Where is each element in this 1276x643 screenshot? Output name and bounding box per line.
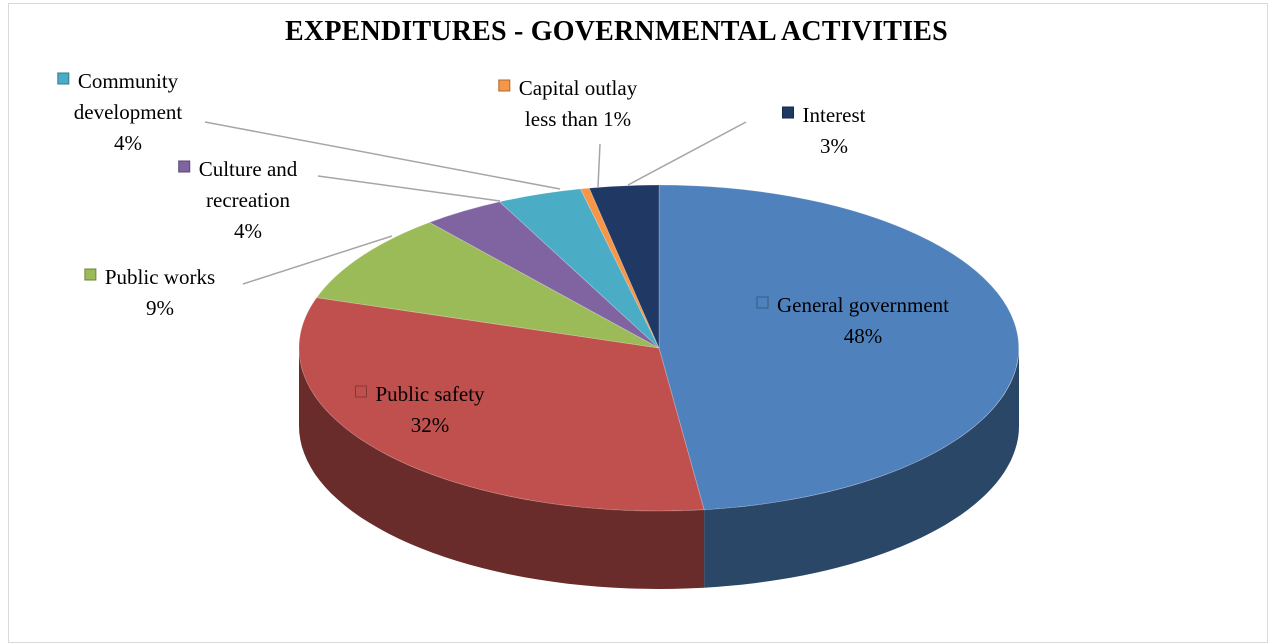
depth-general-government	[704, 348, 1019, 588]
label-public-works: Public works 9%	[84, 265, 215, 320]
label-public-safety: Public safety 32%	[354, 382, 485, 437]
leader-line-community-development	[204, 121, 561, 190]
legend-key-public-safety	[354, 385, 367, 398]
label-percent: 4%	[234, 219, 262, 243]
label-percent: 4%	[114, 131, 142, 155]
label-culture-and-recreation: Culture and recreation 4%	[178, 157, 298, 243]
label-text: less than 1%	[525, 107, 631, 131]
slice-public-works	[315, 221, 660, 349]
label-percent: 32%	[411, 413, 450, 437]
label-text: development	[74, 100, 183, 124]
label-text: Public safety	[375, 382, 485, 406]
label-percent: 3%	[820, 134, 848, 158]
label-text: Interest	[803, 103, 866, 127]
legend-key-interest	[782, 106, 795, 119]
pie-top	[298, 184, 1020, 512]
chart-title: EXPENDITURES - GOVERNMENTAL ACTIVITIES	[285, 16, 948, 47]
leader-line-culture-and-recreation	[317, 175, 501, 202]
depth-public-safety	[299, 348, 705, 589]
label-percent: 9%	[146, 296, 174, 320]
label-text: Culture and	[199, 157, 298, 181]
label-general-government: General government 48%	[756, 293, 949, 348]
slice-public-safety	[298, 297, 705, 512]
legend-key-public-works	[84, 268, 97, 281]
label-text: General government	[777, 293, 949, 317]
slice-general-government	[658, 184, 1020, 511]
label-percent: 48%	[844, 324, 883, 348]
label-text: Capital outlay	[519, 76, 638, 100]
pie-depth	[299, 348, 1019, 589]
leader-lines	[204, 121, 747, 285]
slice-capital-outlay	[579, 187, 660, 349]
leader-line-capital-outlay	[597, 143, 601, 188]
slice-interest	[588, 184, 660, 349]
label-interest: Interest 3%	[782, 103, 866, 158]
legend-key-culture-and-recreation	[178, 160, 191, 173]
legend-key-general-government	[756, 296, 769, 309]
leader-line-interest	[627, 121, 747, 186]
label-capital-outlay: Capital outlay less than 1%	[498, 76, 638, 131]
label-text: recreation	[206, 188, 290, 212]
label-text: Community	[78, 69, 179, 93]
legend-key-community-development	[57, 72, 70, 85]
slice-culture-and-recreation	[428, 201, 660, 349]
label-community-development: Community development 4%	[57, 69, 183, 155]
legend-key-capital-outlay	[498, 79, 511, 92]
label-text: Public works	[105, 265, 215, 289]
leader-line-public-works	[242, 235, 393, 285]
slice-community-development	[498, 188, 660, 349]
